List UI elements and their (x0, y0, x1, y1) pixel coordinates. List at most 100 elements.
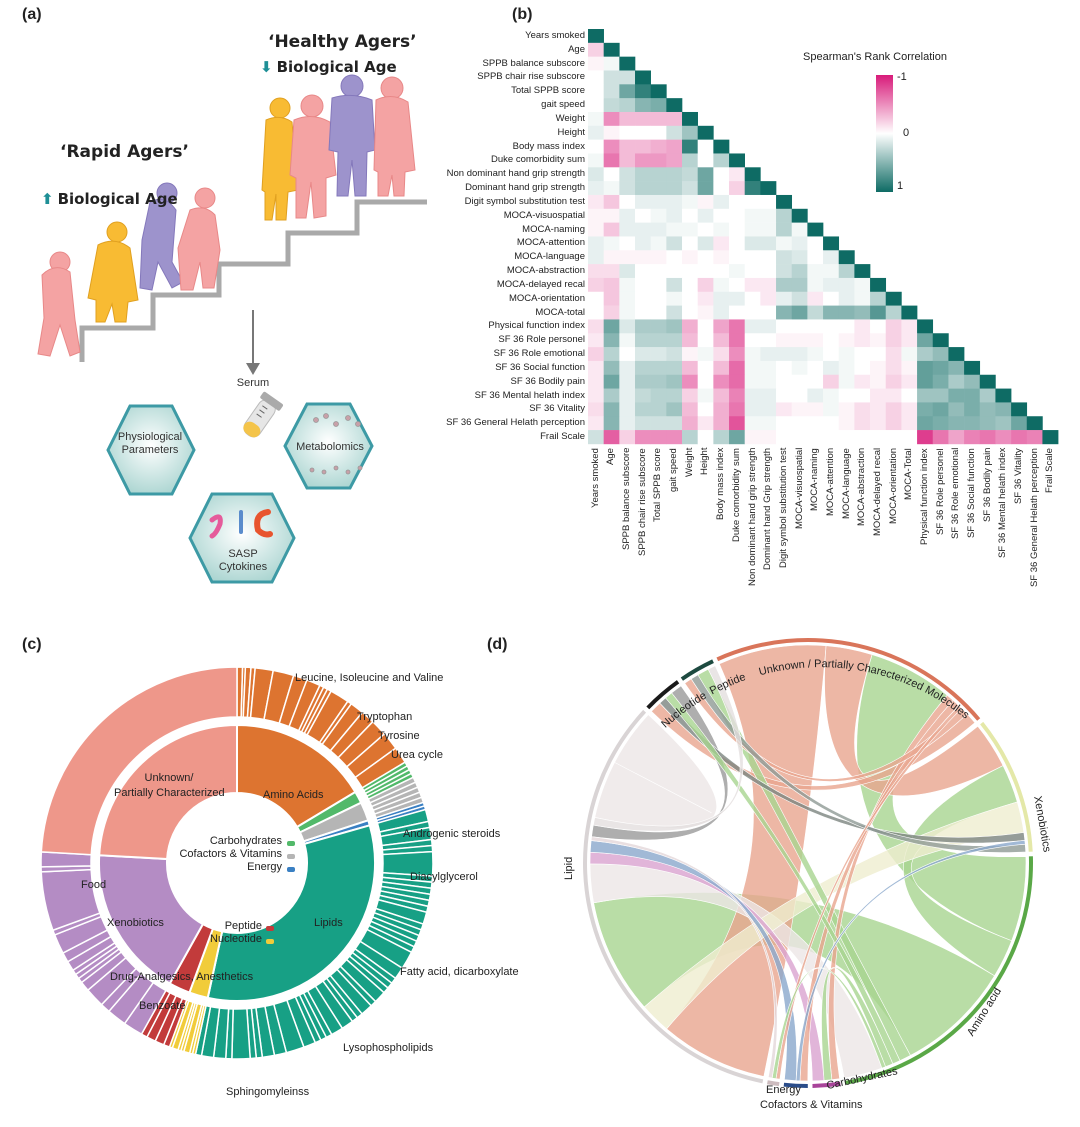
heatmap-cell (635, 264, 651, 279)
heatmap-cell (682, 291, 698, 306)
chord-sector-arc (812, 1081, 841, 1088)
heatmap-cell (682, 430, 698, 445)
heatmap-cell (666, 167, 683, 182)
heatmap-cell (619, 402, 636, 417)
hex-sasp-line1: SASP (228, 548, 258, 560)
hex-sasp-line2: Cytokines (218, 561, 268, 573)
heatmap-cell (666, 222, 683, 237)
heatmap-cell (682, 388, 698, 403)
heatmap-cell (760, 208, 777, 223)
heatmap-cell (760, 402, 777, 417)
chord-label-energy: Energy (766, 1084, 801, 1096)
label-diacylglycerol: Diacylglycerol (410, 871, 478, 883)
chord-ribbon (775, 705, 963, 1080)
heatmap-cell (776, 430, 793, 445)
heatmap-cell (807, 333, 824, 348)
heatmap-cell (729, 291, 745, 306)
heatmap-cell (603, 208, 620, 223)
heatmap-cell (776, 194, 793, 210)
heatmap-cell (619, 388, 636, 403)
heatmap-cell (619, 98, 636, 113)
serum-tube-icon (243, 391, 283, 438)
heatmap-cell (729, 194, 745, 210)
heatmap-cell (964, 360, 981, 376)
heatmap-cell (650, 222, 667, 237)
heatmap-cell (870, 305, 887, 320)
sunburst-inner-segment (98, 723, 238, 861)
heatmap-cell (619, 374, 636, 389)
heatmap-cell (588, 291, 604, 306)
heatmap-cell (603, 181, 620, 196)
heatmap-cell (666, 319, 683, 334)
heatmap-cell (932, 402, 949, 417)
heatmap-cell (917, 402, 934, 417)
rapid-agers-subtitle: ⬆ Biological Age (41, 190, 178, 208)
heatmap-cell (807, 319, 824, 334)
heatmap-cell (697, 236, 714, 251)
heatmap-cell (666, 139, 683, 154)
heatmap-cell (964, 374, 981, 389)
sunburst-inner-segment (206, 824, 376, 1002)
heatmap-cell (619, 319, 636, 334)
heatmap-cell (729, 333, 745, 348)
chord-ribbon (821, 967, 894, 1081)
heatmap-cell (870, 360, 887, 376)
heatmap-cell (603, 153, 620, 168)
heatmap-cell (650, 388, 667, 403)
heatmap-cell (666, 388, 683, 403)
heatmap-cell (917, 347, 934, 362)
heatmap-row-label: SF 36 Role personel (498, 334, 585, 346)
person-silhouette (37, 251, 81, 357)
heatmap-cell (603, 236, 620, 251)
heatmap-cell (650, 111, 667, 127)
heatmap-cell (744, 305, 761, 320)
label-unknown-line1: Unknown/ (144, 772, 194, 784)
label-amino-acids: Amino Acids (263, 789, 324, 801)
heatmap-cell (682, 402, 698, 417)
heatmap-row-label: Weight (555, 112, 585, 124)
heatmap-cell (932, 333, 949, 348)
person-silhouette (87, 221, 139, 323)
heatmap-cell (635, 347, 651, 362)
heatmap-cell (619, 347, 636, 362)
heatmap-cell (901, 416, 918, 431)
heatmap-cell (823, 347, 840, 362)
hex-physio-line1: Physiological (117, 431, 183, 443)
healthy-agers-figures (261, 74, 416, 221)
heatmap-cell (619, 111, 636, 127)
heatmap-cell (838, 374, 855, 389)
heatmap-cell (635, 305, 651, 320)
heatmap-cell (744, 208, 761, 223)
heatmap-cell (697, 430, 714, 445)
heatmap-row-label: SF 36 Bodily pain (510, 375, 585, 387)
heatmap-cell (650, 236, 667, 251)
heatmap-cell (854, 333, 871, 348)
heatmap-cell (729, 347, 745, 362)
heatmap-cell (603, 70, 620, 85)
heatmap-cell (776, 236, 793, 251)
heatmap-cell (650, 208, 667, 223)
heatmap-cell (713, 236, 730, 251)
heatmap-cell (729, 430, 745, 445)
heatmap-cell (713, 402, 730, 417)
chord-sector-arc (680, 659, 714, 681)
chord-sector-arc (646, 680, 680, 710)
heatmap-cell (964, 388, 981, 403)
legend-dot-energy (287, 867, 295, 872)
heatmap-row-label: Physical function index (488, 320, 585, 332)
heatmap-cell (650, 167, 667, 182)
heatmap-cell (713, 416, 730, 431)
heatmap-cell (697, 277, 714, 293)
heatmap-cell (838, 305, 855, 320)
heatmap-cell (650, 305, 667, 320)
heatmap-cell (885, 347, 902, 362)
heatmap-cell (713, 222, 730, 237)
hex-physio-line2: Parameters (121, 444, 179, 456)
heatmap-cell (588, 42, 604, 57)
heatmap-cell (588, 388, 604, 403)
heatmap-cell (760, 319, 777, 334)
heatmap-cell (995, 402, 1012, 417)
person-silhouette (328, 74, 376, 197)
heatmap-row-label: Age (568, 43, 585, 55)
heatmap-cell (682, 250, 698, 265)
